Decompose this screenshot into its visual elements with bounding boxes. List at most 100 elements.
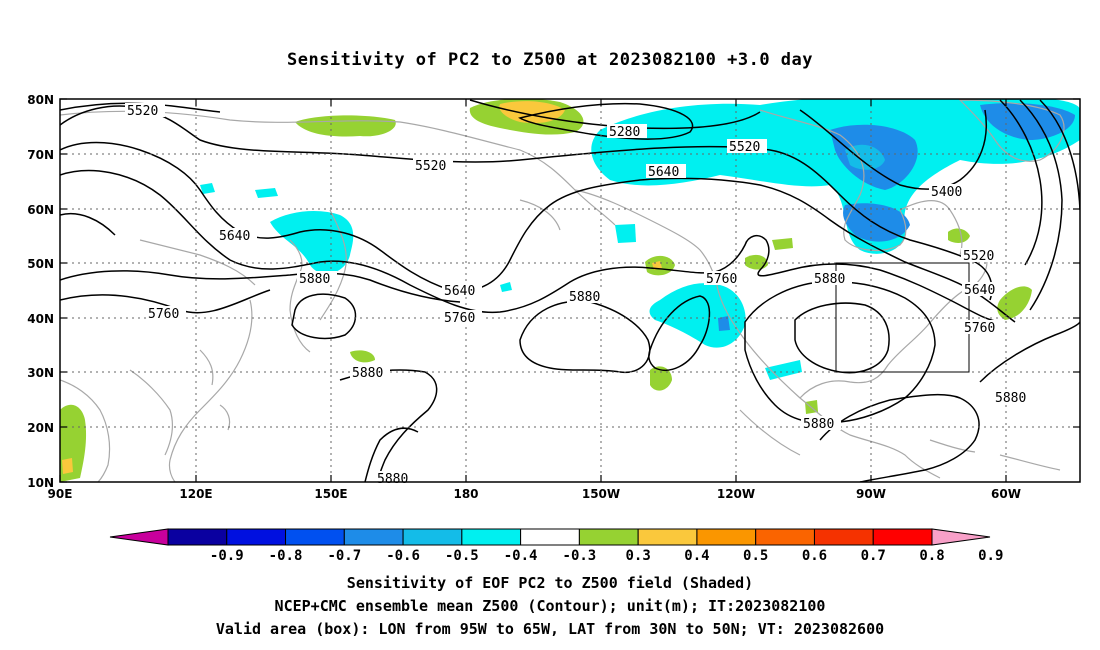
colorbar-tick-label: -0.3	[563, 548, 597, 564]
contour-5520-west	[60, 105, 993, 301]
shade-negative-western-us	[649, 283, 746, 348]
contour-label: 5880	[812, 271, 852, 287]
lon-tick-label: 150E	[314, 487, 347, 501]
contour-label: 5400	[929, 184, 969, 200]
colorbar-tick-label: 0.8	[919, 548, 944, 564]
contour-label: 5760	[962, 320, 1002, 336]
colorbar-tick-label: 0.4	[684, 548, 709, 564]
shade-negative-ne-asia-2	[200, 183, 215, 194]
svg-text:5640: 5640	[648, 165, 679, 180]
lat-tick-label: 40N	[27, 312, 54, 326]
contour-label: 5880	[567, 289, 607, 305]
svg-text:5760: 5760	[964, 321, 995, 336]
contour-5880-closed-1	[291, 293, 357, 340]
contour-labels: 5520 5280 5520 5520 5640 5400 5640 5880 …	[125, 103, 1033, 487]
contour-5880-ne-asia	[60, 270, 461, 303]
shade-positive-siberia	[295, 115, 396, 137]
svg-text:5520: 5520	[729, 140, 760, 155]
svg-text:5880: 5880	[377, 472, 408, 487]
contour-5640-east	[1019, 99, 1063, 311]
contour-5520-east	[999, 99, 1043, 266]
colorbar-swatch	[696, 528, 757, 546]
colorbar-arrow-min	[109, 528, 169, 546]
lon-tick-label: 120W	[717, 487, 755, 501]
colorbar-swatch	[637, 528, 698, 546]
contour-5880-south-asia	[339, 369, 438, 482]
colorbar-tick-label: -0.4	[504, 548, 538, 564]
shade-positive-labrador	[948, 228, 970, 243]
lat-tick-label: 50N	[27, 257, 54, 271]
shade-positive-china	[350, 350, 375, 363]
svg-text:5640: 5640	[964, 283, 995, 298]
colorbar-tick-label: 0.6	[802, 548, 827, 564]
colorbar-swatch	[578, 528, 639, 546]
svg-text:5760: 5760	[706, 272, 737, 287]
chart-title: Sensitivity of PC2 to Z500 at 2023082100…	[286, 50, 813, 70]
shade-negative-gulf	[765, 360, 802, 380]
contour-label: 5880	[297, 271, 337, 287]
contour-label: 5640	[962, 282, 1002, 298]
contour-label: 5520	[727, 139, 767, 155]
lon-tick-label: 180	[453, 487, 478, 501]
contour-label: 5640	[646, 164, 686, 180]
lat-tick-label: 20N	[27, 421, 54, 435]
colorbar-labels: -0.9 -0.8 -0.7 -0.6 -0.5 -0.4 -0.3 0.3 0.4 0.5 0.6…	[210, 548, 1004, 564]
lat-tick-label: 70N	[27, 148, 54, 162]
colorbar-swatch	[520, 528, 580, 546]
colorbar-swatch	[226, 528, 287, 546]
colorbar-swatch	[461, 528, 522, 546]
colorbar-tick-label: 0.3	[626, 548, 651, 564]
shade-negative-ne-asia	[270, 210, 354, 274]
colorbar-arrow-max	[931, 528, 991, 546]
contour-label: 5520	[961, 248, 1001, 264]
lat-tick-label: 60N	[27, 203, 54, 217]
colorbar-swatch	[755, 528, 815, 546]
contour-5880-gulf	[819, 393, 980, 482]
svg-text:5880: 5880	[803, 417, 834, 432]
colorbar-tick-label: -0.9	[210, 548, 244, 564]
contour-5400	[799, 109, 987, 190]
sensitivity-shading	[60, 99, 1080, 482]
colorbar-swatch	[343, 528, 404, 546]
svg-text:5880: 5880	[995, 391, 1026, 406]
svg-text:5520: 5520	[127, 104, 158, 119]
lon-tick-label: 90W	[856, 487, 886, 501]
grid-lines	[60, 99, 1080, 482]
colorbar-swatch	[402, 528, 463, 546]
caption-valid-area: Valid area (box): LON from 95W to 65W, L…	[215, 620, 885, 638]
svg-text:5640: 5640	[219, 229, 250, 244]
contour-5760	[60, 169, 1001, 323]
svg-text:5760: 5760	[148, 307, 179, 322]
contour-5760-east	[1039, 99, 1080, 211]
shade-negative-western-us-core	[718, 316, 730, 331]
colorbar-tick-label: 0.9	[978, 548, 1003, 564]
contour-5880-pacific	[648, 295, 711, 371]
lon-tickmarks	[59, 99, 1007, 482]
contour-5880-lower	[364, 427, 419, 482]
contour-5640	[60, 141, 1016, 323]
colorbar-tick-label: -0.8	[269, 548, 303, 564]
colorbar-swatch	[167, 528, 228, 546]
lon-tick-label: 90E	[48, 487, 73, 501]
lon-tick-label: 150W	[582, 487, 620, 501]
shade-positive-canada-2	[772, 238, 793, 250]
contour-label: 5760	[442, 310, 482, 326]
colorbar-tick-label: -0.6	[386, 548, 420, 564]
colorbar-swatch	[872, 528, 933, 546]
contour-label: 5640	[442, 283, 482, 299]
colorbar-swatch	[813, 528, 874, 546]
contour-label: 5520	[125, 103, 165, 119]
contour-label: 5880	[801, 416, 841, 432]
lon-labels: 90E 120E 150E 180 150W 120W 90W 60W	[48, 487, 1021, 501]
colorbar-tick-label: 0.5	[743, 548, 768, 564]
svg-text:5520: 5520	[963, 249, 994, 264]
lat-tick-label: 30N	[27, 366, 54, 380]
svg-text:5640: 5640	[444, 284, 475, 299]
colorbar-tick-label: -0.5	[445, 548, 479, 564]
contour-5880-central	[519, 300, 651, 374]
shade-positive-atlantic	[997, 286, 1032, 320]
validation-box	[835, 262, 970, 373]
shade-negative-bc	[615, 224, 636, 243]
lat-labels: 80N 70N 60N 50N 40N 30N 20N 10N	[27, 93, 54, 490]
